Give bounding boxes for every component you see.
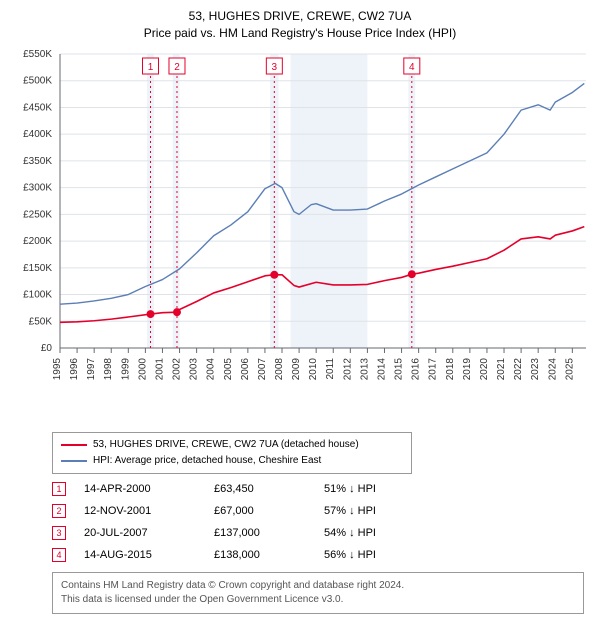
sale-date: 14-APR-2000 (84, 483, 214, 495)
svg-text:2004: 2004 (206, 357, 217, 380)
title-line1: 53, HUGHES DRIVE, CREWE, CW2 7UA (6, 8, 594, 25)
chart-container: 53, HUGHES DRIVE, CREWE, CW2 7UA Price p… (0, 0, 600, 626)
svg-text:£400K: £400K (23, 129, 52, 140)
svg-text:2022: 2022 (513, 357, 524, 380)
svg-text:£200K: £200K (23, 236, 52, 247)
svg-text:2011: 2011 (325, 357, 336, 379)
svg-text:2: 2 (174, 62, 180, 73)
title-block: 53, HUGHES DRIVE, CREWE, CW2 7UA Price p… (6, 8, 594, 42)
svg-text:2001: 2001 (154, 357, 165, 380)
attribution-line: This data is licensed under the Open Gov… (61, 593, 575, 607)
svg-text:£100K: £100K (23, 289, 52, 300)
svg-text:£250K: £250K (23, 209, 52, 220)
svg-text:2016: 2016 (411, 357, 422, 380)
sale-hpi: 56% ↓ HPI (324, 549, 444, 561)
sale-price: £63,450 (214, 483, 324, 495)
legend-swatch (61, 460, 87, 462)
attribution-line: Contains HM Land Registry data © Crown c… (61, 579, 575, 593)
svg-text:2017: 2017 (428, 357, 439, 380)
legend-label: HPI: Average price, detached house, Ches… (93, 455, 321, 466)
sale-marker: 2 (52, 504, 66, 518)
sale-hpi: 51% ↓ HPI (324, 483, 444, 495)
legend-label: 53, HUGHES DRIVE, CREWE, CW2 7UA (detach… (93, 439, 359, 450)
svg-text:1996: 1996 (69, 357, 80, 380)
svg-text:1: 1 (148, 62, 154, 73)
svg-text:£300K: £300K (23, 182, 52, 193)
svg-text:2019: 2019 (462, 357, 473, 380)
svg-text:2000: 2000 (137, 357, 148, 380)
sale-marker: 3 (52, 526, 66, 540)
sale-hpi: 57% ↓ HPI (324, 505, 444, 517)
svg-text:2021: 2021 (496, 357, 507, 380)
svg-text:2010: 2010 (308, 357, 319, 380)
sales-table: 1 14-APR-2000£63,45051% ↓ HPI 2 12-NOV-2001… (52, 478, 584, 566)
svg-text:2008: 2008 (274, 357, 285, 380)
legend-row: 53, HUGHES DRIVE, CREWE, CW2 7UA (detach… (61, 437, 403, 453)
svg-text:2025: 2025 (564, 357, 575, 380)
sale-price: £67,000 (214, 505, 324, 517)
svg-text:2024: 2024 (547, 357, 558, 380)
svg-text:£450K: £450K (23, 102, 52, 113)
sales-row: 3 20-JUL-2007£137,00054% ↓ HPI (52, 522, 584, 544)
svg-text:1995: 1995 (52, 357, 63, 380)
svg-text:2005: 2005 (223, 357, 234, 380)
svg-text:2018: 2018 (445, 357, 456, 380)
sale-price: £137,000 (214, 527, 324, 539)
svg-text:2003: 2003 (189, 357, 200, 380)
svg-text:1997: 1997 (86, 357, 97, 380)
svg-text:2012: 2012 (342, 357, 353, 380)
svg-text:2023: 2023 (530, 357, 541, 380)
svg-text:2007: 2007 (257, 357, 268, 380)
sale-hpi: 54% ↓ HPI (324, 527, 444, 539)
svg-text:£0: £0 (41, 343, 53, 354)
sales-row: 1 14-APR-2000£63,45051% ↓ HPI (52, 478, 584, 500)
svg-text:2015: 2015 (394, 357, 405, 380)
svg-text:£550K: £550K (23, 49, 52, 60)
svg-text:2014: 2014 (376, 357, 387, 380)
sale-date: 20-JUL-2007 (84, 527, 214, 539)
legend-swatch (61, 444, 87, 446)
svg-text:2009: 2009 (291, 357, 302, 380)
legend-row: HPI: Average price, detached house, Ches… (61, 453, 403, 469)
legend: 53, HUGHES DRIVE, CREWE, CW2 7UA (detach… (52, 432, 412, 474)
sales-row: 2 12-NOV-2001£67,00057% ↓ HPI (52, 500, 584, 522)
chart: £0 £50K £100K £150K £200K £250K £300K £350K £400… (6, 46, 594, 426)
chart-svg: £0 £50K £100K £150K £200K £250K £300K £350K £400… (6, 46, 594, 426)
sales-row: 4 14-AUG-2015£138,00056% ↓ HPI (52, 544, 584, 566)
svg-text:£50K: £50K (29, 316, 53, 327)
svg-text:2013: 2013 (359, 357, 370, 380)
svg-text:2020: 2020 (479, 357, 490, 380)
svg-text:3: 3 (272, 62, 278, 73)
sale-marker: 4 (52, 548, 66, 562)
sale-marker: 1 (52, 482, 66, 496)
svg-text:2006: 2006 (240, 357, 251, 380)
svg-text:2002: 2002 (172, 357, 183, 380)
svg-text:4: 4 (409, 62, 415, 73)
sale-date: 14-AUG-2015 (84, 549, 214, 561)
svg-text:£500K: £500K (23, 75, 52, 86)
svg-text:1999: 1999 (120, 357, 131, 380)
svg-text:1998: 1998 (103, 357, 114, 380)
sale-date: 12-NOV-2001 (84, 505, 214, 517)
attribution: Contains HM Land Registry data © Crown c… (52, 572, 584, 614)
svg-text:£150K: £150K (23, 262, 52, 273)
svg-text:£350K: £350K (23, 156, 52, 167)
title-line2: Price paid vs. HM Land Registry's House … (6, 25, 594, 42)
sale-price: £138,000 (214, 549, 324, 561)
